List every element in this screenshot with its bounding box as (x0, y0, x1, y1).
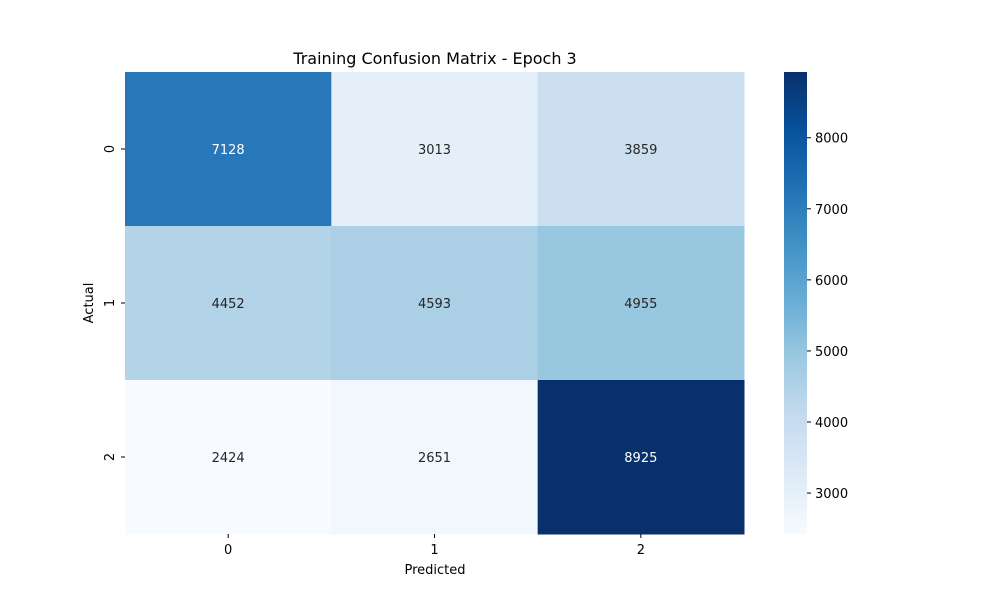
heatmap-cells (125, 72, 745, 535)
cell-value-r0-c2: 3859 (624, 143, 657, 158)
heatmap-cell-r0-c2 (537, 72, 745, 227)
y-axis-ticks: 0 1 2 (103, 145, 125, 461)
heatmap-cell-r2-c2 (537, 380, 745, 535)
x-tick-label-0: 0 (224, 543, 232, 558)
colorbar-tick-label-2: 5000 (815, 345, 848, 360)
cell-value-r2-c2: 8925 (624, 451, 657, 466)
colorbar-ticks: 3000 4000 5000 6000 7000 8000 (807, 132, 848, 502)
colorbar (784, 72, 807, 534)
cell-value-r2-c1: 2651 (418, 451, 451, 466)
y-tick-label-0: 0 (103, 145, 118, 153)
cell-value-r0-c0: 7128 (212, 143, 245, 158)
x-axis-ticks: 0 1 2 (224, 534, 645, 558)
heatmap-cell-r2-c1 (331, 380, 539, 535)
y-axis-label: Actual (82, 283, 97, 324)
colorbar-tick-label-0: 3000 (815, 487, 848, 502)
y-tick-label-1: 1 (103, 299, 118, 307)
colorbar-tick-label-1: 4000 (815, 416, 848, 431)
chart-title: Training Confusion Matrix - Epoch 3 (292, 49, 576, 68)
cell-value-r1-c2: 4955 (624, 297, 657, 312)
heatmap-cell-r0-c0 (125, 72, 332, 227)
y-tick-label-2: 2 (103, 453, 118, 461)
heatmap-cell-r1-c2 (537, 226, 745, 381)
colorbar-tick-label-5: 8000 (815, 132, 848, 147)
cell-value-r2-c0: 2424 (212, 451, 245, 466)
heatmap-cell-labels: 7128 3013 3859 4452 4593 4955 2424 2651 8925 (212, 143, 658, 466)
colorbar-tick-label-4: 7000 (815, 203, 848, 218)
cell-value-r1-c1: 4593 (418, 297, 451, 312)
cell-value-r1-c0: 4452 (212, 297, 245, 312)
colorbar-tick-label-3: 6000 (815, 274, 848, 289)
x-tick-label-1: 1 (430, 543, 438, 558)
heatmap-cell-r1-c0 (125, 226, 332, 381)
x-tick-label-2: 2 (637, 543, 645, 558)
x-axis-label: Predicted (404, 563, 465, 578)
heatmap-cell-r1-c1 (331, 226, 539, 381)
heatmap-cell-r2-c0 (125, 380, 332, 535)
cell-value-r0-c1: 3013 (418, 143, 451, 158)
heatmap-cell-r0-c1 (331, 72, 539, 227)
